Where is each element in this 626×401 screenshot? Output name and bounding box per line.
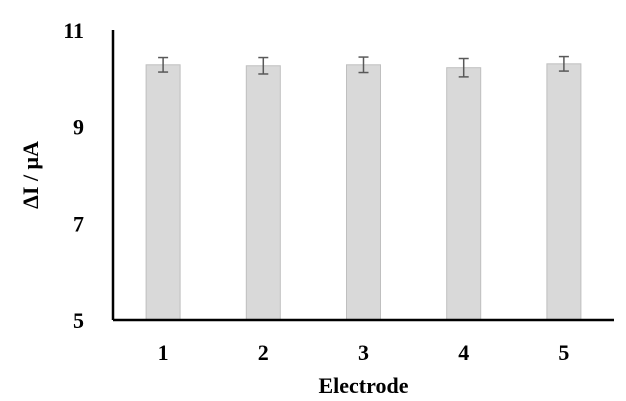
x-tick-label: 1 <box>158 340 169 365</box>
x-tick-label: 5 <box>558 340 569 365</box>
y-tick-label: 7 <box>73 211 84 236</box>
y-tick-label: 11 <box>63 18 84 43</box>
error-bar <box>158 56 169 73</box>
error-bar <box>258 56 269 75</box>
y-tick-label: 9 <box>73 115 84 140</box>
bar <box>446 67 482 321</box>
y-tick-label: 5 <box>73 308 84 333</box>
error-bar <box>358 56 369 74</box>
y-axis-tick-labels: 5 7 9 11 <box>63 18 84 333</box>
error-bar <box>458 57 469 78</box>
bar <box>245 65 281 321</box>
x-axis-title: Electrode <box>318 373 408 398</box>
x-tick-label: 2 <box>258 340 269 365</box>
error-bars <box>158 55 569 78</box>
bar <box>346 64 381 321</box>
error-bar <box>558 55 569 72</box>
x-tick-label: 4 <box>458 340 469 365</box>
y-axis-title: ΔI / μA <box>18 141 43 209</box>
bar-series <box>145 63 582 321</box>
bar <box>145 64 181 321</box>
x-tick-label: 3 <box>358 340 369 365</box>
bar <box>546 63 582 321</box>
x-axis-tick-labels: 1 2 3 4 5 <box>158 340 570 365</box>
